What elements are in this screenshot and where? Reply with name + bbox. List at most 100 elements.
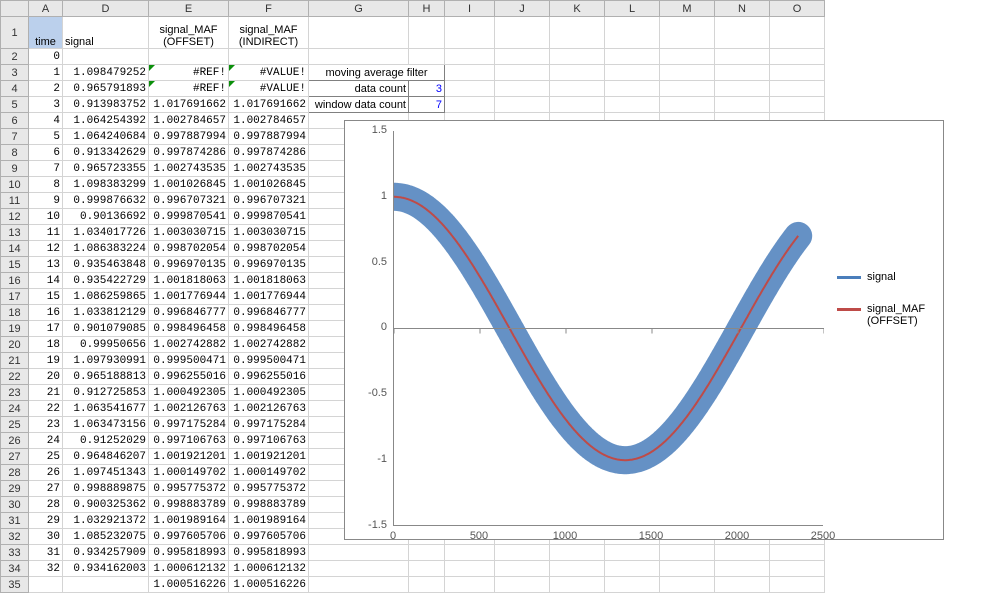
cell-D24[interactable]: 1.063541677 xyxy=(63,401,149,417)
cell-E15[interactable]: 0.996970135 xyxy=(149,257,229,273)
cell-F8[interactable]: 0.997874286 xyxy=(229,145,309,161)
row-header-30[interactable]: 30 xyxy=(1,497,29,513)
row-header-20[interactable]: 20 xyxy=(1,337,29,353)
cell-D35[interactable] xyxy=(63,577,149,593)
cell-D30[interactable]: 0.900325362 xyxy=(63,497,149,513)
cell-D20[interactable]: 0.99950656 xyxy=(63,337,149,353)
row-header-23[interactable]: 23 xyxy=(1,385,29,401)
cell-A19[interactable]: 17 xyxy=(29,321,63,337)
cell-D16[interactable]: 0.935422729 xyxy=(63,273,149,289)
cell-D11[interactable]: 0.999876632 xyxy=(63,193,149,209)
cell-F9[interactable]: 1.002743535 xyxy=(229,161,309,177)
cell-F2[interactable] xyxy=(229,49,309,65)
cell-E20[interactable]: 1.002742882 xyxy=(149,337,229,353)
cell-E31[interactable]: 1.001989164 xyxy=(149,513,229,529)
cell-A18[interactable]: 16 xyxy=(29,305,63,321)
cell-D22[interactable]: 0.965188813 xyxy=(63,369,149,385)
col-header-O[interactable]: O xyxy=(770,1,825,17)
cell-F33[interactable]: 0.995818993 xyxy=(229,545,309,561)
cell-A33[interactable]: 31 xyxy=(29,545,63,561)
cell-D25[interactable]: 1.063473156 xyxy=(63,417,149,433)
cell-E32[interactable]: 0.997605706 xyxy=(149,529,229,545)
cell-F13[interactable]: 1.003030715 xyxy=(229,225,309,241)
row-header-29[interactable]: 29 xyxy=(1,481,29,497)
cell-D21[interactable]: 1.097930991 xyxy=(63,353,149,369)
row-header-6[interactable]: 6 xyxy=(1,113,29,129)
line-chart[interactable]: 1.510.50-0.5-1-1.5 05001000150020002500 … xyxy=(344,120,944,540)
cell-D12[interactable]: 0.90136692 xyxy=(63,209,149,225)
cell-D27[interactable]: 0.964846207 xyxy=(63,449,149,465)
row-header-14[interactable]: 14 xyxy=(1,241,29,257)
cell-E12[interactable]: 0.999870541 xyxy=(149,209,229,225)
row-header-13[interactable]: 13 xyxy=(1,225,29,241)
row-header-1[interactable]: 1 xyxy=(1,17,29,49)
cell-F29[interactable]: 0.995775372 xyxy=(229,481,309,497)
cell-A11[interactable]: 9 xyxy=(29,193,63,209)
cell-E17[interactable]: 1.001776944 xyxy=(149,289,229,305)
cell-A2[interactable]: 0 xyxy=(29,49,63,65)
cell-F28[interactable]: 1.000149702 xyxy=(229,465,309,481)
cell-A30[interactable]: 28 xyxy=(29,497,63,513)
col-header-K[interactable]: K xyxy=(550,1,605,17)
row-header-8[interactable]: 8 xyxy=(1,145,29,161)
cell-A15[interactable]: 13 xyxy=(29,257,63,273)
col-header-N[interactable]: N xyxy=(715,1,770,17)
cell-E3[interactable]: #REF! xyxy=(149,65,229,81)
cell-E27[interactable]: 1.001921201 xyxy=(149,449,229,465)
row-header-15[interactable]: 15 xyxy=(1,257,29,273)
col-header-M[interactable]: M xyxy=(660,1,715,17)
cell-F4[interactable]: #VALUE! xyxy=(229,81,309,97)
cell-D31[interactable]: 1.032921372 xyxy=(63,513,149,529)
cell-F22[interactable]: 0.996255016 xyxy=(229,369,309,385)
cell-D26[interactable]: 0.91252029 xyxy=(63,433,149,449)
col-header-A[interactable]: A xyxy=(29,1,63,17)
cell-F15[interactable]: 0.996970135 xyxy=(229,257,309,273)
row-header-11[interactable]: 11 xyxy=(1,193,29,209)
cell-A4[interactable]: 2 xyxy=(29,81,63,97)
cell-E8[interactable]: 0.997874286 xyxy=(149,145,229,161)
row-header-16[interactable]: 16 xyxy=(1,273,29,289)
cell-A34[interactable]: 32 xyxy=(29,561,63,577)
cell-A25[interactable]: 23 xyxy=(29,417,63,433)
row-header-26[interactable]: 26 xyxy=(1,433,29,449)
cell-E9[interactable]: 1.002743535 xyxy=(149,161,229,177)
cell-A3[interactable]: 1 xyxy=(29,65,63,81)
cell-D7[interactable]: 1.064240684 xyxy=(63,129,149,145)
cell-A20[interactable]: 18 xyxy=(29,337,63,353)
row-header-27[interactable]: 27 xyxy=(1,449,29,465)
cell-E13[interactable]: 1.003030715 xyxy=(149,225,229,241)
row-header-10[interactable]: 10 xyxy=(1,177,29,193)
row-header-12[interactable]: 12 xyxy=(1,209,29,225)
cell-F10[interactable]: 1.001026845 xyxy=(229,177,309,193)
cell-A32[interactable]: 30 xyxy=(29,529,63,545)
col-header-corner[interactable] xyxy=(1,1,29,17)
cell-D8[interactable]: 0.913342629 xyxy=(63,145,149,161)
cell-E33[interactable]: 0.995818993 xyxy=(149,545,229,561)
cell-D32[interactable]: 1.085232075 xyxy=(63,529,149,545)
cell-A13[interactable]: 11 xyxy=(29,225,63,241)
cell-E24[interactable]: 1.002126763 xyxy=(149,401,229,417)
row-header-3[interactable]: 3 xyxy=(1,65,29,81)
cell-A26[interactable]: 24 xyxy=(29,433,63,449)
row-header-21[interactable]: 21 xyxy=(1,353,29,369)
row-header-32[interactable]: 32 xyxy=(1,529,29,545)
col-header-F[interactable]: F xyxy=(229,1,309,17)
cell-D34[interactable]: 0.934162003 xyxy=(63,561,149,577)
cell-D9[interactable]: 0.965723355 xyxy=(63,161,149,177)
cell-A7[interactable]: 5 xyxy=(29,129,63,145)
cell-F21[interactable]: 0.999500471 xyxy=(229,353,309,369)
cell-E4[interactable]: #REF! xyxy=(149,81,229,97)
cell-D10[interactable]: 1.098383299 xyxy=(63,177,149,193)
cell-A5[interactable]: 3 xyxy=(29,97,63,113)
col-header-D[interactable]: D xyxy=(63,1,149,17)
row-header-5[interactable]: 5 xyxy=(1,97,29,113)
cell-A9[interactable]: 7 xyxy=(29,161,63,177)
cell-F7[interactable]: 0.997887994 xyxy=(229,129,309,145)
cell-F5[interactable]: 1.017691662 xyxy=(229,97,309,113)
cell-A6[interactable]: 4 xyxy=(29,113,63,129)
cell-F24[interactable]: 1.002126763 xyxy=(229,401,309,417)
row-header-34[interactable]: 34 xyxy=(1,561,29,577)
cell-A14[interactable]: 12 xyxy=(29,241,63,257)
cell-E1[interactable]: signal_MAF(OFFSET) xyxy=(149,17,229,49)
cell-E10[interactable]: 1.001026845 xyxy=(149,177,229,193)
